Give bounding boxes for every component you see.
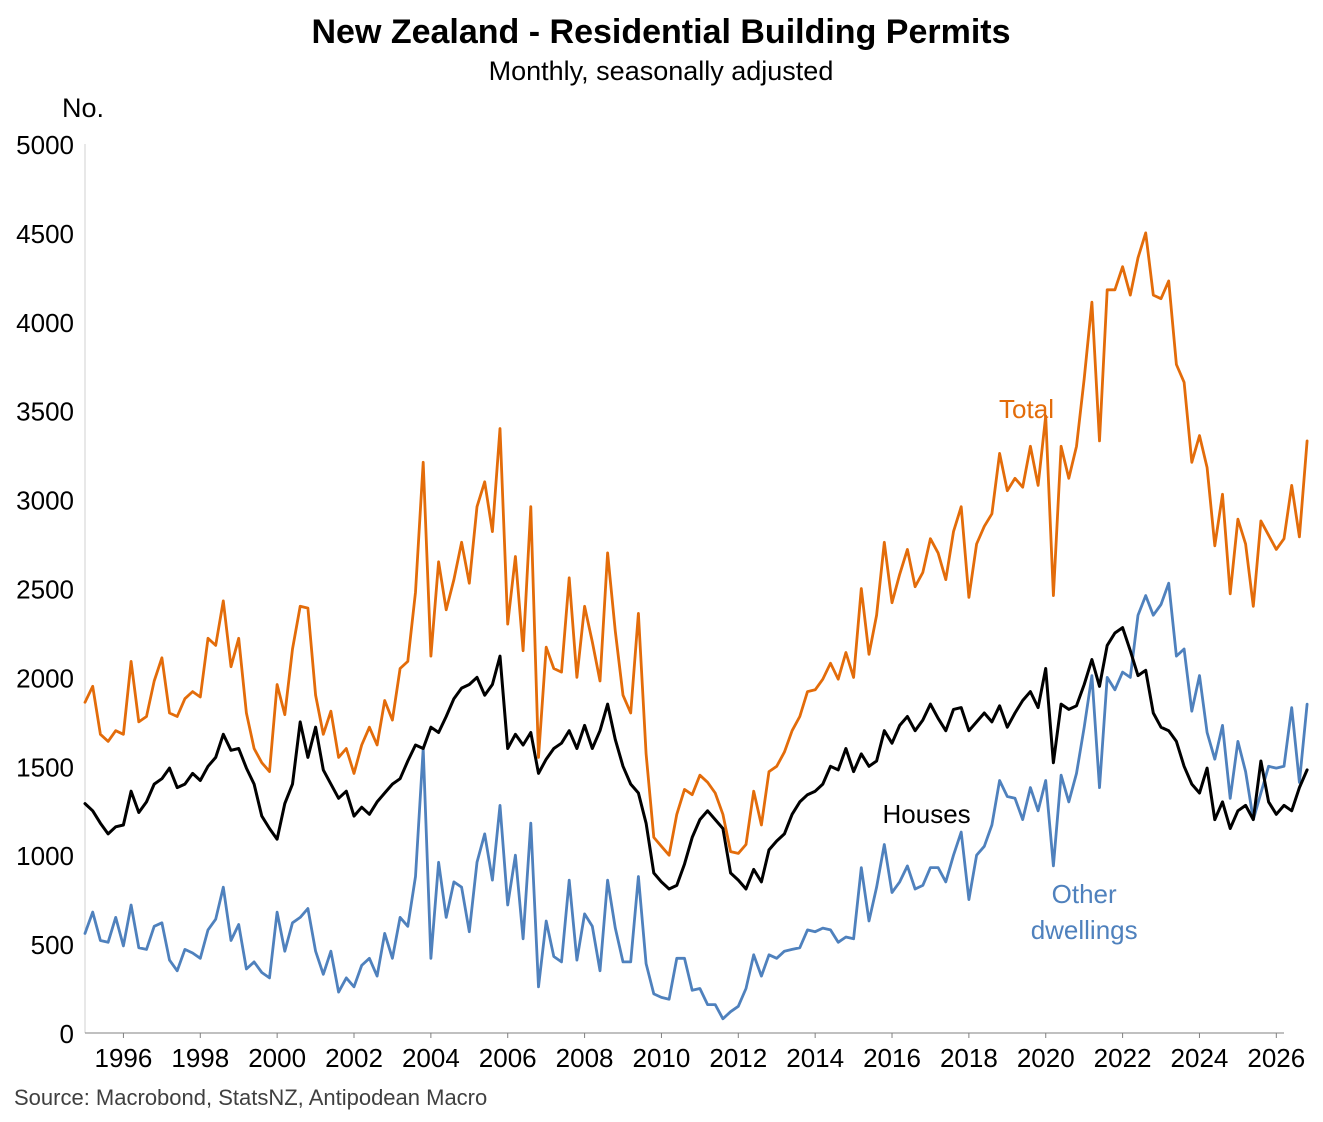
y-tick-label: 4000 <box>16 308 74 338</box>
x-tick-label: 2000 <box>248 1043 306 1073</box>
y-tick-label: 5000 <box>16 130 74 160</box>
x-tick-label: 2012 <box>709 1043 767 1073</box>
series-label-other-dwellings: Other <box>1052 879 1117 909</box>
y-tick-label: 3500 <box>16 397 74 427</box>
series-line-other-dwellings <box>83 581 1309 1021</box>
y-tick-label: 1500 <box>16 752 74 782</box>
x-tick-label: 1996 <box>95 1043 153 1073</box>
series-label-total: Total <box>999 394 1054 424</box>
series-lines <box>83 231 1309 1021</box>
y-tick-label: 0 <box>60 1019 74 1049</box>
y-tick-label: 500 <box>31 930 74 960</box>
x-tick-label: 2014 <box>786 1043 844 1073</box>
x-tick-label: 2020 <box>1017 1043 1075 1073</box>
x-tick-label: 2006 <box>479 1043 537 1073</box>
x-tick-label: 2004 <box>402 1043 460 1073</box>
source-note: Source: Macrobond, StatsNZ, Antipodean M… <box>14 1085 487 1110</box>
x-tick-label: 2002 <box>325 1043 383 1073</box>
y-tick-label: 1000 <box>16 841 74 871</box>
series-label-houses: Houses <box>883 799 971 829</box>
series-labels: Total Houses Other dwellings <box>883 394 1138 945</box>
chart-title: New Zealand - Residential Building Permi… <box>311 13 1010 51</box>
y-tick-label: 2500 <box>16 575 74 605</box>
y-tick-label: 2000 <box>16 663 74 693</box>
x-tick-label: 2010 <box>633 1043 691 1073</box>
series-label-other-dwellings: dwellings <box>1031 915 1138 945</box>
x-tick-label: 2026 <box>1247 1043 1305 1073</box>
x-tick-label: 1998 <box>171 1043 229 1073</box>
axes: 0 500 1000 1500 2000 2500 3000 3500 4000 4500 5000… <box>16 130 1305 1073</box>
y-tick-label: 4500 <box>16 219 74 249</box>
chart-subtitle: Monthly, seasonally adjusted <box>489 56 834 86</box>
x-tick-label: 2008 <box>556 1043 614 1073</box>
y-axis-unit: No. <box>62 93 104 123</box>
y-tick-label: 3000 <box>16 486 74 516</box>
series-line-houses <box>83 626 1309 891</box>
series-line-total <box>83 231 1309 857</box>
x-tick-label: 2024 <box>1171 1043 1229 1073</box>
x-tick-label: 2016 <box>863 1043 921 1073</box>
x-tick-label: 2022 <box>1094 1043 1152 1073</box>
x-tick-label: 2018 <box>940 1043 998 1073</box>
